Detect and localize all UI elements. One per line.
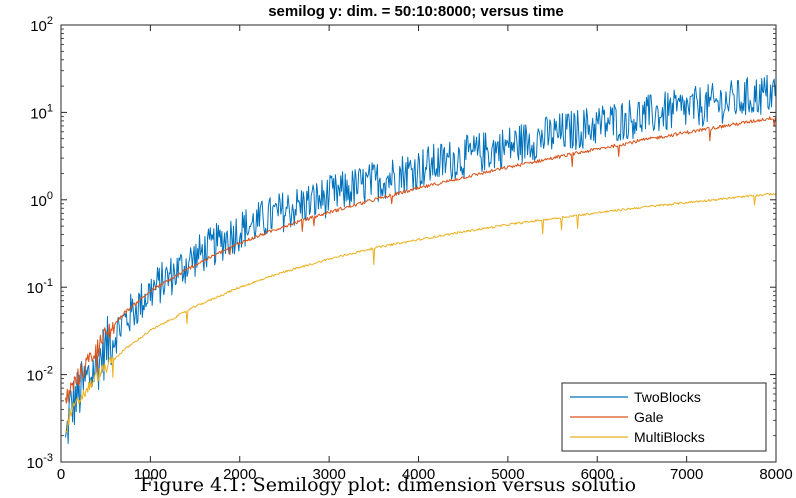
series-line-multiblocks [65, 192, 777, 434]
series-line-gale [64, 116, 777, 404]
x-tick-label: 0 [57, 466, 65, 483]
legend-label-multiblocks: MultiBlocks [634, 429, 705, 445]
axes-layer: 0 1000 2000 3000 4000 5000 6000 7000 8000 10-3 10-… [27, 15, 793, 483]
legend: TwoBlocks Gale MultiBlocks [561, 382, 767, 452]
figure-caption: Figure 4.1: Semilogy plot: dimension ver… [140, 474, 637, 496]
legend-label-gale: Gale [634, 409, 664, 425]
y-tick-label: 10-3 [27, 452, 53, 472]
y-tick-label: 10-1 [27, 277, 53, 297]
x-tick-label: 3000 [312, 466, 345, 483]
y-tick-label: 101 [30, 102, 53, 122]
y-tick-label: 100 [30, 190, 53, 210]
y-tick-label: 10-2 [27, 365, 53, 385]
x-tick-label: 7000 [670, 466, 703, 483]
y-tick-label: 102 [30, 15, 53, 35]
x-tick-label: 1000 [134, 466, 167, 483]
x-tick-label: 8000 [759, 466, 792, 483]
x-tick-label: 4000 [402, 466, 435, 483]
x-tick-label: 6000 [581, 466, 614, 483]
chart-title: semilog y: dim. = 50:10:8000; versus tim… [268, 3, 564, 20]
series-layer [64, 74, 777, 444]
series-line-twoblocks [64, 74, 777, 444]
x-tick-label: 2000 [223, 466, 256, 483]
x-tick-label: 5000 [491, 466, 524, 483]
legend-label-twoblocks: TwoBlocks [634, 389, 701, 405]
